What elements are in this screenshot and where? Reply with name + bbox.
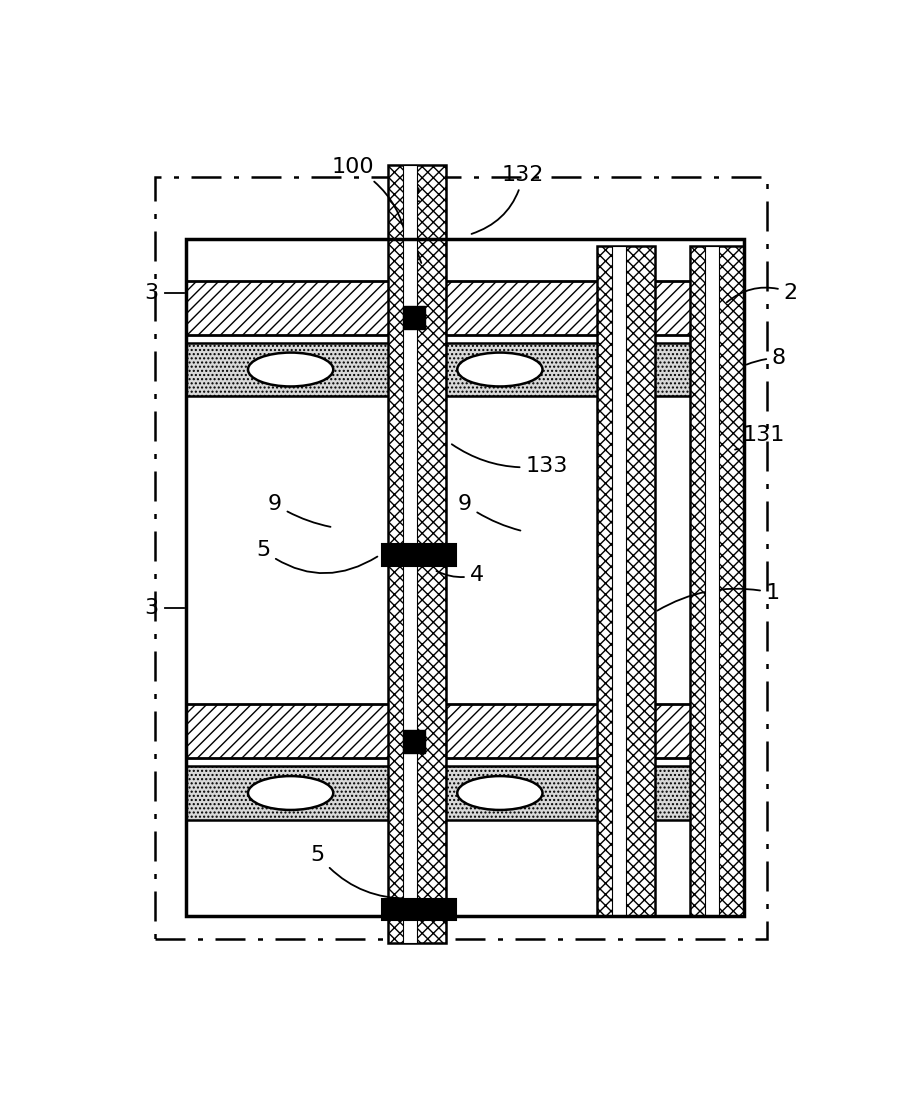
Text: 133: 133 [452,445,567,475]
Bar [403,730,424,753]
Bar [186,238,744,917]
Ellipse shape [248,777,334,810]
Text: 5: 5 [256,540,378,574]
Text: 9: 9 [268,494,331,527]
Ellipse shape [248,353,334,386]
Text: 8: 8 [746,347,786,368]
Ellipse shape [458,777,542,810]
Text: 2: 2 [726,282,797,302]
Bar [387,165,446,943]
Bar [382,544,456,566]
Bar [186,767,744,820]
Bar [186,343,744,396]
Bar [612,246,627,917]
Bar [705,246,719,917]
Text: 2: 2 [407,186,422,263]
Bar [382,899,456,920]
Text: 9: 9 [458,494,521,531]
Bar [403,307,424,330]
Bar [597,246,654,917]
Bar [186,281,744,335]
Text: 4: 4 [436,565,484,585]
Text: 3: 3 [144,282,158,302]
Text: 100: 100 [332,157,406,239]
Bar [690,246,744,917]
Bar [186,705,744,759]
Text: 3: 3 [144,598,158,618]
Text: 132: 132 [471,164,544,234]
Text: 5: 5 [311,845,408,899]
Ellipse shape [458,353,542,386]
Text: 1: 1 [657,582,779,611]
Bar [155,176,767,940]
Bar [403,165,417,943]
Text: 131: 131 [735,425,785,450]
